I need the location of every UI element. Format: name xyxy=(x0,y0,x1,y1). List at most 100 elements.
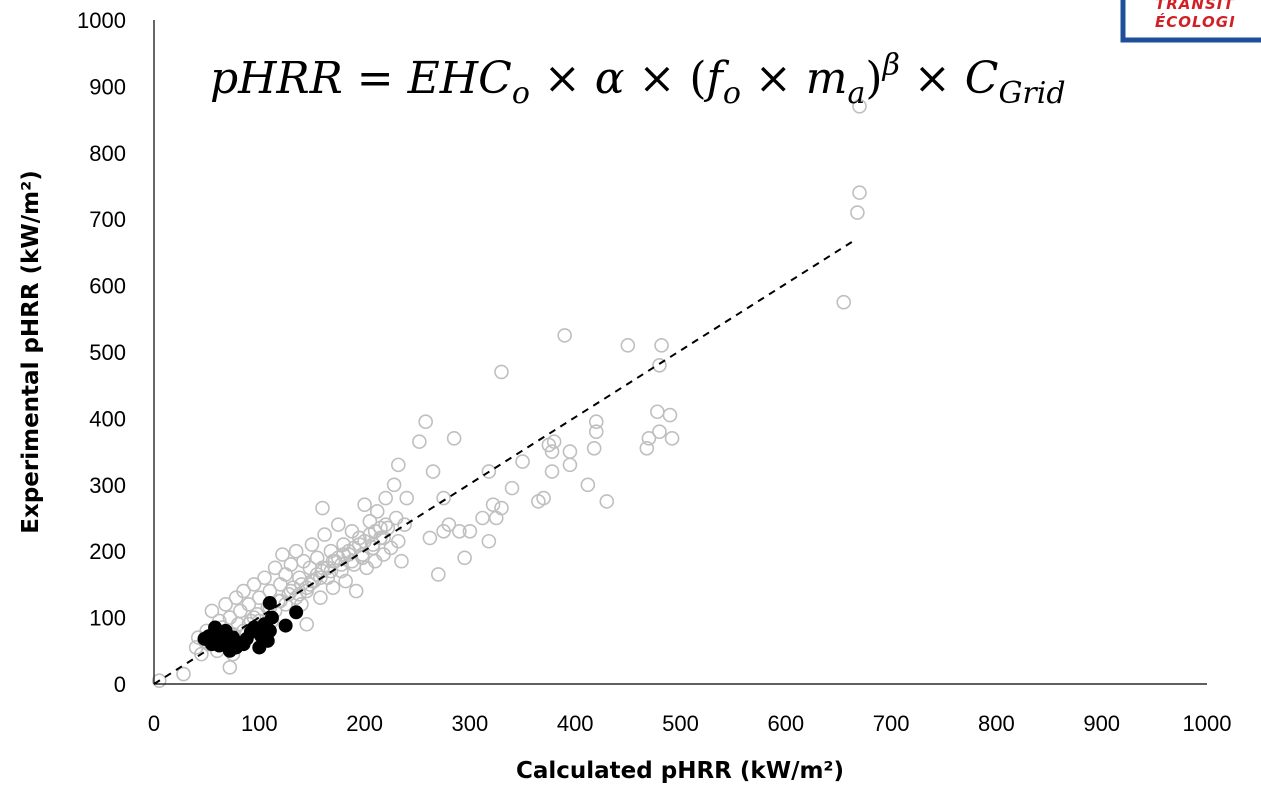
open-data-point xyxy=(304,537,320,552)
open-data-point xyxy=(233,603,248,619)
open-data-point xyxy=(544,464,560,479)
eq-paren-close: ) xyxy=(865,53,882,104)
y-tick-label: 600 xyxy=(89,274,126,299)
open-data-point xyxy=(397,517,412,532)
open-data-point xyxy=(218,597,233,612)
open-data-point xyxy=(348,583,364,599)
open-data-point xyxy=(852,99,867,114)
open-data-point xyxy=(299,616,314,632)
open-data-point xyxy=(588,424,604,439)
eq-paren-open: ( xyxy=(689,53,706,104)
open-data-point xyxy=(386,477,402,493)
x-tick-label: 300 xyxy=(452,711,489,736)
open-data-point xyxy=(620,338,636,353)
open-data-point xyxy=(330,550,346,566)
open-data-point xyxy=(650,404,665,420)
open-data-point xyxy=(504,480,520,496)
open-data-point xyxy=(652,357,667,373)
open-data-point xyxy=(204,603,220,619)
x-tick-label: 900 xyxy=(1083,711,1120,736)
open-data-point xyxy=(313,590,328,605)
open-data-point xyxy=(654,338,669,353)
open-data-point xyxy=(390,533,406,549)
open-data-point xyxy=(431,567,446,582)
open-data-point xyxy=(369,504,385,519)
filled-data-point xyxy=(262,595,277,610)
open-data-point xyxy=(588,414,604,430)
x-tick-label: 600 xyxy=(767,711,804,736)
open-data-point xyxy=(241,597,257,612)
open-data-point xyxy=(481,533,497,549)
open-data-point xyxy=(850,205,865,220)
eq-times-4: × xyxy=(914,53,951,104)
eq-ehc-sub: o xyxy=(512,76,530,111)
filled-data-point xyxy=(289,605,304,620)
y-tick-label: 400 xyxy=(89,406,126,431)
open-data-point xyxy=(418,414,433,430)
open-data-point xyxy=(313,570,328,586)
axes xyxy=(153,20,1207,685)
y-tick-label: 1000 xyxy=(77,8,126,33)
open-data-point xyxy=(334,557,349,572)
fit-line xyxy=(153,239,855,685)
x-axis-title: Calculated pHRR (kW/m²) xyxy=(516,758,844,784)
filled-data-point xyxy=(262,623,277,638)
open-data-point xyxy=(344,553,360,569)
open-data-point xyxy=(362,527,378,542)
open-data-point xyxy=(475,510,490,526)
open-data-point xyxy=(515,454,530,469)
open-data-point xyxy=(246,577,262,592)
filled-data-point xyxy=(247,622,262,637)
open-data-point xyxy=(664,431,680,446)
open-data-point xyxy=(436,490,451,506)
open-data-point xyxy=(317,527,332,542)
open-data-point xyxy=(367,553,383,569)
open-data-point xyxy=(488,510,504,526)
open-data-point xyxy=(357,497,372,513)
eq-alpha: α xyxy=(595,53,625,104)
open-data-point xyxy=(462,523,478,539)
open-data-point xyxy=(446,431,462,446)
open-data-point xyxy=(546,434,562,449)
eq-sign: = xyxy=(357,53,394,104)
open-data-point xyxy=(176,666,191,682)
open-data-point xyxy=(373,520,388,536)
open-data-point xyxy=(485,497,501,513)
open-data-point xyxy=(662,407,678,423)
eq-m: m xyxy=(806,53,848,104)
fit-line-layer xyxy=(153,239,855,685)
y-axis-title: Experimental pHRR (kW/m²) xyxy=(18,170,44,533)
open-data-point xyxy=(412,434,427,449)
open-data-point xyxy=(236,583,251,599)
open-data-point xyxy=(278,567,293,582)
x-tick-label: 800 xyxy=(978,711,1015,736)
open-data-point xyxy=(355,547,370,562)
open-data-point xyxy=(562,457,578,473)
open-data-point xyxy=(422,530,438,546)
y-tick-label: 300 xyxy=(89,473,126,498)
y-tick-label: 800 xyxy=(89,141,126,166)
open-data-point xyxy=(352,537,367,552)
open-data-point xyxy=(481,464,497,479)
open-data-point xyxy=(249,606,265,622)
x-tick-label: 700 xyxy=(873,711,910,736)
x-tick-label: 100 xyxy=(241,711,278,736)
open-data-point xyxy=(494,364,509,380)
x-tick-labels: 0 100 200 300 400 500 600 700 800 900 1000 xyxy=(148,711,1232,736)
open-data-point xyxy=(302,577,318,592)
open-data-point xyxy=(378,490,393,506)
open-data-point xyxy=(151,673,167,688)
open-data-point xyxy=(309,567,325,582)
y-tick-label: 200 xyxy=(89,539,126,564)
open-data-point xyxy=(562,444,578,459)
eq-lhs: pHRR xyxy=(210,53,343,104)
open-data-point xyxy=(544,444,560,459)
open-data-point xyxy=(639,440,655,456)
open-data-point xyxy=(288,543,304,559)
open-data-point xyxy=(320,560,336,576)
eq-f-sub: o xyxy=(723,76,741,111)
open-data-point xyxy=(376,530,391,546)
logo-frame xyxy=(1120,0,1261,43)
open-data-point xyxy=(194,646,209,662)
